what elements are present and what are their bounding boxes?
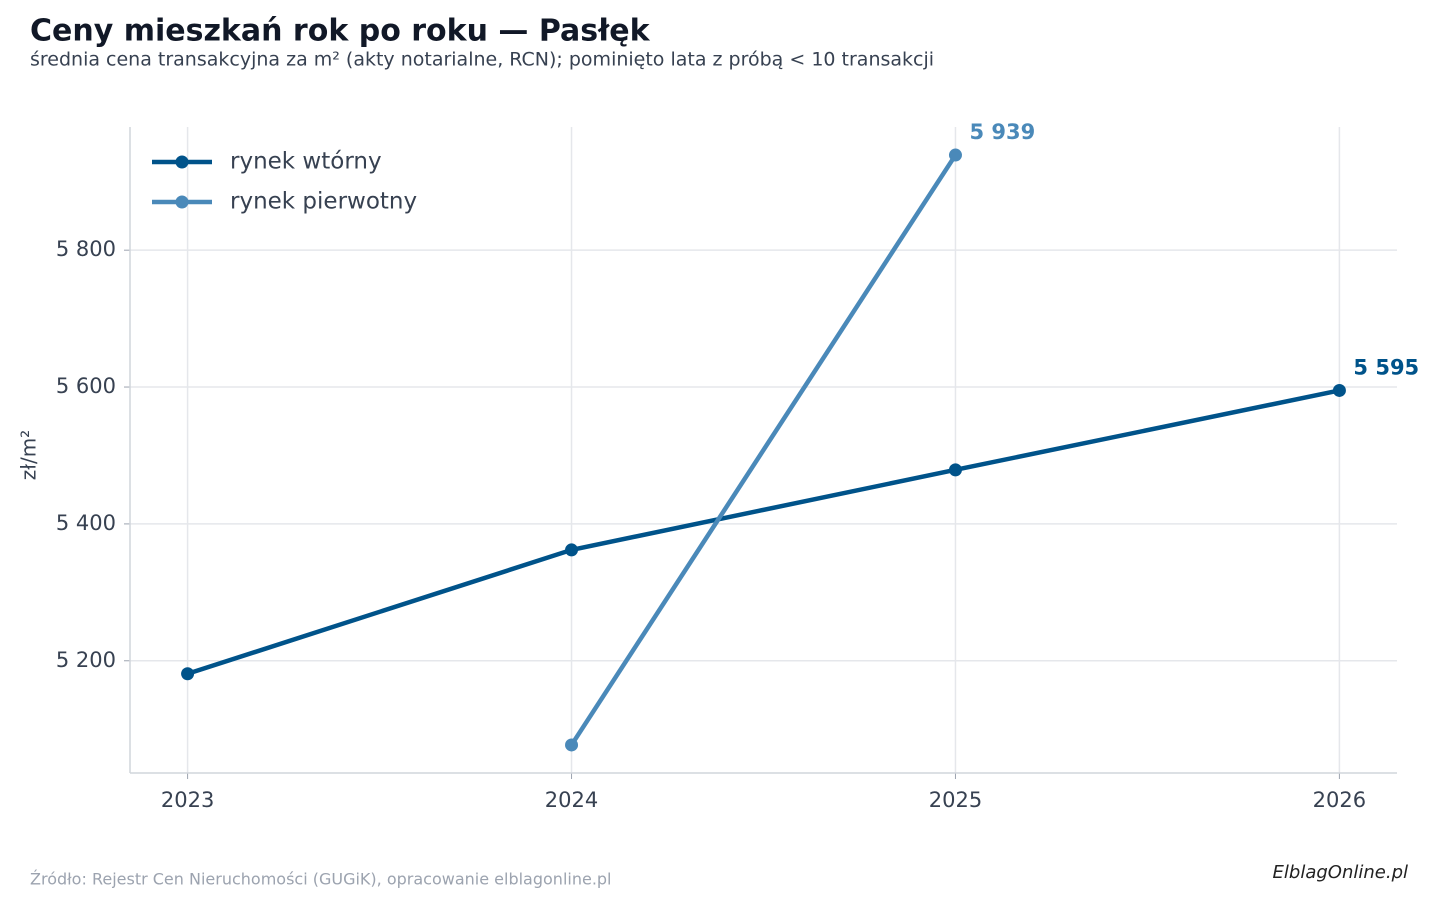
chart-subtitle: średnia cena transakcyjna za m² (akty no… [30,49,934,71]
data-point [948,148,962,162]
chart-title: Ceny mieszkań rok po roku — Pasłęk [30,14,651,49]
x-tick-label: 2025 [929,788,982,812]
source-note: Źródło: Rejestr Cen Nieruchomości (GUGiK… [30,870,612,889]
data-label: 5 939 [969,120,1035,144]
data-point [948,463,962,477]
data-point [1332,383,1346,397]
data-point [565,738,579,752]
legend-marker [175,155,189,169]
legend-label: rynek wtórny [230,149,382,175]
y-tick-label: 5 800 [56,237,116,261]
y-axis-label: zł/m² [17,430,41,480]
series-line [569,153,958,747]
x-tick-label: 2024 [545,788,598,812]
x-tick-label: 2026 [1313,788,1366,812]
y-tick-label: 5 200 [56,648,116,672]
series-line [186,388,1340,676]
legend-marker [175,195,189,209]
y-tick-label: 5 400 [56,511,116,535]
data-point [565,543,579,557]
x-tick-label: 2023 [161,788,214,812]
logo: ElblagOnline.pl [1273,862,1408,883]
data-point [181,667,195,681]
legend-label: rynek pierwotny [230,189,417,215]
y-tick-label: 5 600 [56,374,116,398]
data-label: 5 595 [1353,355,1419,379]
